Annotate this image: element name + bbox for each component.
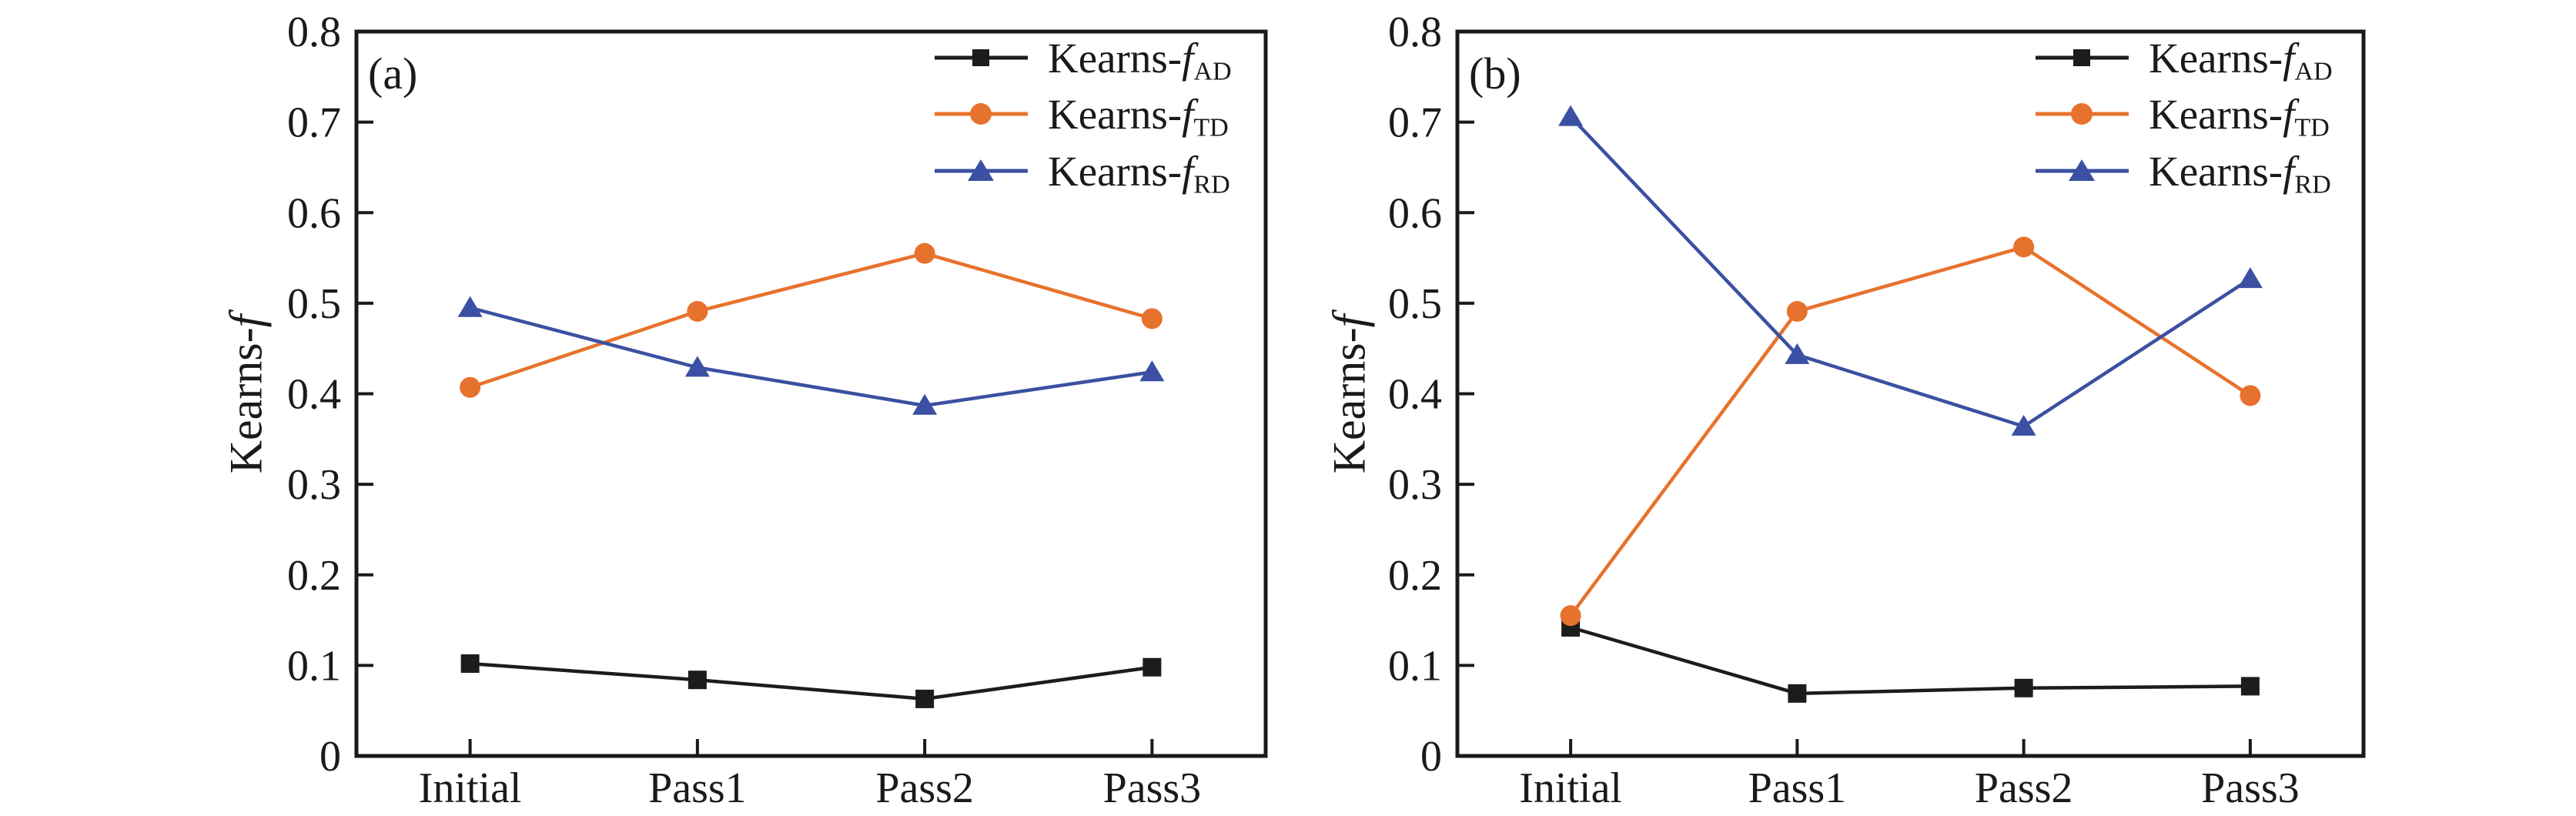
- triangle-marker-icon: [1558, 105, 1584, 126]
- y-tick-label: 0: [1420, 733, 1442, 781]
- legend-label: Kearns-fTD: [2149, 90, 2330, 142]
- x-tick-label: Initial: [1519, 764, 1622, 812]
- y-tick-label: 0.5: [287, 280, 341, 328]
- panel-label-b: (b): [1469, 48, 1521, 99]
- y-tick-label: 0.3: [1388, 461, 1442, 509]
- square-marker-icon: [2240, 677, 2260, 696]
- y-tick-label: 0.6: [287, 189, 341, 237]
- square-marker-icon: [915, 689, 935, 708]
- circle-marker-icon: [2013, 236, 2035, 258]
- y-tick-label: 0.2: [1388, 552, 1442, 600]
- circle-marker-icon: [1141, 308, 1163, 329]
- y-tick-label: 0.8: [287, 8, 341, 56]
- legend-label: Kearns-fTD: [1048, 90, 1229, 142]
- x-tick-label: Pass2: [1975, 764, 2073, 812]
- series-line-rd: [1569, 115, 2252, 429]
- circle-marker-icon: [2036, 103, 2129, 125]
- series-line-rd: [470, 306, 1153, 408]
- square-marker-icon: [2036, 49, 2129, 66]
- legend-item-kearns-frd-a: Kearns-fRD: [933, 148, 1230, 198]
- legend-label: Kearns-fAD: [2149, 34, 2333, 86]
- x-tick-label: Pass1: [1748, 764, 1847, 812]
- plot-border: [354, 29, 1268, 758]
- series-line-ad: [1570, 625, 2250, 696]
- triangle-marker-icon: [935, 159, 1028, 181]
- legend-item-kearns-fad-b: Kearns-fAD: [2034, 35, 2333, 85]
- circle-marker-icon: [935, 103, 1028, 125]
- legend-label: Kearns-fAD: [1048, 34, 1232, 86]
- legend-item-kearns-ftd-b: Kearns-fTD: [2034, 91, 2330, 141]
- y-tick-label: 0.8: [1388, 8, 1442, 56]
- y-tick-label: 0.6: [1388, 189, 1442, 237]
- x-tick-label: Pass3: [2201, 764, 2300, 812]
- y-axis-title-b: Kearns-f: [1323, 314, 1375, 474]
- panel-label-a: (a): [368, 48, 418, 99]
- legend-label: Kearns-fRD: [2149, 147, 2331, 199]
- square-marker-icon: [935, 49, 1028, 66]
- circle-marker-icon: [460, 376, 481, 398]
- square-marker-icon: [2014, 678, 2033, 697]
- x-tick-label: Initial: [419, 764, 522, 812]
- triangle-marker-icon: [2237, 267, 2263, 289]
- series-line-ad: [470, 661, 1153, 701]
- circle-marker-icon: [1786, 300, 1808, 322]
- square-marker-icon: [687, 671, 707, 690]
- y-tick-label: 0.4: [287, 371, 341, 419]
- triangle-marker-icon: [1139, 360, 1165, 382]
- series-line-td: [1569, 245, 2252, 617]
- y-tick-label: 0.7: [1388, 99, 1442, 147]
- x-tick-label: Pass1: [648, 764, 747, 812]
- y-tick-label: 0.5: [1388, 280, 1442, 328]
- circle-marker-icon: [2240, 385, 2261, 406]
- square-marker-icon: [1142, 657, 1162, 677]
- y-tick-label: 0.4: [1388, 371, 1442, 419]
- y-tick-label: 0.1: [1388, 642, 1442, 690]
- square-marker-icon: [1788, 684, 1807, 703]
- triangle-marker-icon: [684, 356, 710, 377]
- legend-item-kearns-fad-a: Kearns-fAD: [933, 35, 1232, 85]
- legend-item-kearns-frd-b: Kearns-fRD: [2034, 148, 2331, 198]
- circle-marker-icon: [914, 242, 935, 264]
- circle-marker-icon: [1560, 605, 1581, 627]
- triangle-marker-icon: [2036, 159, 2129, 181]
- circle-marker-icon: [687, 300, 708, 322]
- triangle-marker-icon: [457, 296, 483, 317]
- x-tick-label: Pass2: [875, 764, 974, 812]
- y-tick-label: 0: [319, 733, 341, 781]
- triangle-marker-icon: [1785, 343, 1810, 364]
- x-tick-label: Pass3: [1103, 764, 1202, 812]
- legend-item-kearns-ftd-a: Kearns-fTD: [933, 91, 1229, 141]
- square-marker-icon: [460, 654, 480, 674]
- y-axis-title-a: Kearns-f: [220, 314, 272, 474]
- y-tick-label: 0.3: [287, 461, 341, 509]
- triangle-marker-icon: [912, 393, 938, 415]
- series-line-td: [469, 251, 1153, 390]
- y-tick-label: 0.1: [287, 642, 341, 690]
- triangle-marker-icon: [2011, 414, 2036, 436]
- legend-label: Kearns-fRD: [1048, 147, 1230, 199]
- y-tick-label: 0.7: [287, 99, 341, 147]
- y-tick-label: 0.2: [287, 552, 341, 600]
